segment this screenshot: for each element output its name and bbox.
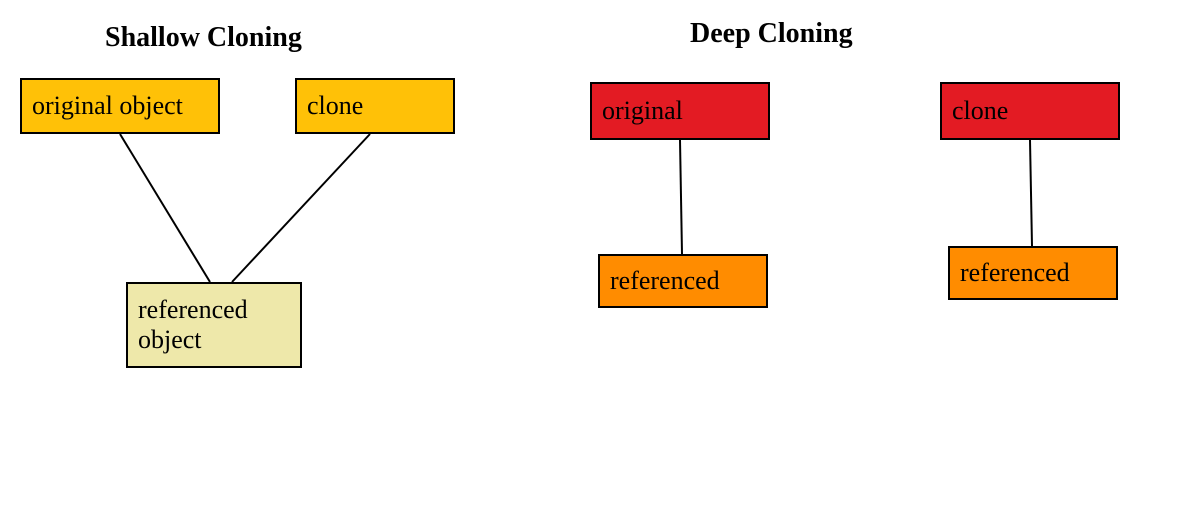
node-label: clone (952, 96, 1008, 126)
edge (232, 134, 370, 282)
title-shallow-cloning: Shallow Cloning (105, 22, 302, 54)
node-label: original object (32, 91, 183, 121)
node-label: original (602, 96, 683, 126)
node-shallow-clone: clone (295, 78, 455, 134)
node-label: referenced (610, 266, 720, 296)
node-label: clone (307, 91, 363, 121)
diagram-stage: Shallow Cloning Deep Cloning original ob… (0, 0, 1200, 520)
node-shallow-referenced: referencedobject (126, 282, 302, 368)
node-deep-referenced-left: referenced (598, 254, 768, 308)
node-label: referencedobject (138, 295, 248, 355)
edge (120, 134, 210, 282)
title-deep-cloning: Deep Cloning (690, 18, 853, 50)
node-shallow-original: original object (20, 78, 220, 134)
edge (1030, 140, 1032, 246)
node-deep-original: original (590, 82, 770, 140)
node-deep-clone: clone (940, 82, 1120, 140)
node-deep-referenced-right: referenced (948, 246, 1118, 300)
edge (680, 140, 682, 254)
node-label: referenced (960, 258, 1070, 288)
